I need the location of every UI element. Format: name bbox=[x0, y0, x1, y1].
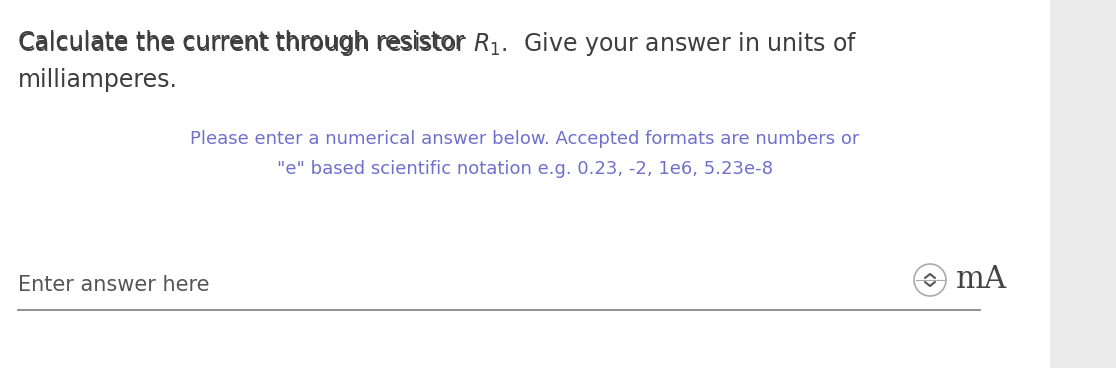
Text: mA: mA bbox=[956, 265, 1007, 296]
Text: Enter answer here: Enter answer here bbox=[18, 275, 210, 295]
FancyBboxPatch shape bbox=[1050, 0, 1116, 368]
Text: milliamperes.: milliamperes. bbox=[18, 68, 177, 92]
Text: Calculate the current through resistor $R_1$.  Give your answer in units of: Calculate the current through resistor $… bbox=[18, 30, 857, 58]
Text: Please enter a numerical answer below. Accepted formats are numbers or: Please enter a numerical answer below. A… bbox=[191, 130, 859, 148]
Text: "e" based scientific notation e.g. 0.23, -2, 1e6, 5.23e-8: "e" based scientific notation e.g. 0.23,… bbox=[277, 160, 773, 178]
Circle shape bbox=[914, 264, 946, 296]
Text: Calculate the current through resistor: Calculate the current through resistor bbox=[18, 30, 472, 54]
